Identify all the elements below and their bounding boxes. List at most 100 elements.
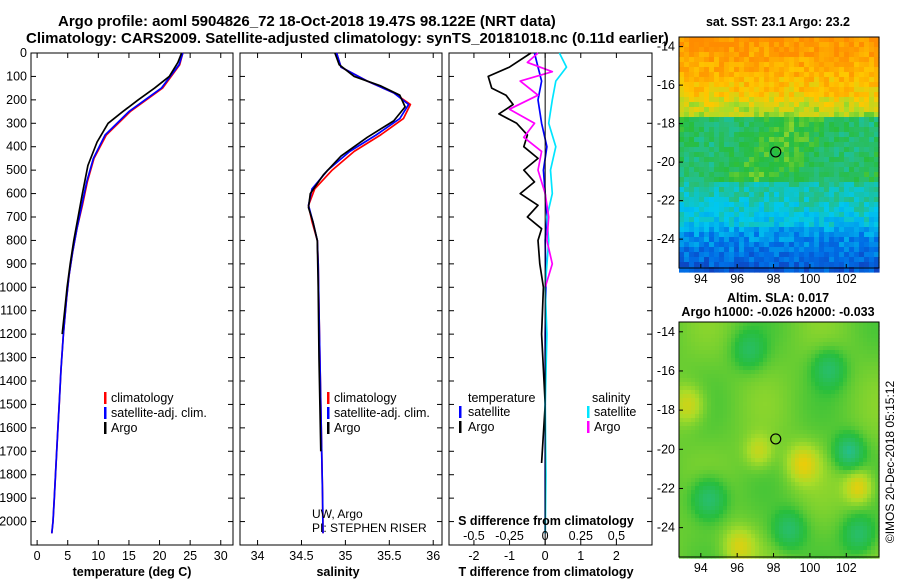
sla_map-cell (835, 498, 840, 503)
sst_map-cell (784, 87, 790, 93)
sla_map-cell (847, 414, 852, 419)
sla_map-cell (751, 522, 756, 527)
sla_map-cell (739, 366, 744, 371)
sla_map-cell (795, 430, 800, 435)
sst_map-cell (784, 152, 790, 158)
sla_map-cell (703, 334, 708, 339)
sla_map-cell (783, 546, 788, 551)
sst_map-cell (814, 242, 820, 248)
sla_map-cell (747, 486, 752, 491)
sla_map-cell (731, 534, 736, 539)
sla_map-cell (787, 410, 792, 415)
sla_map-cell (843, 546, 848, 551)
sst_map-cell (809, 162, 815, 168)
sla_map-cell (815, 510, 820, 515)
sst_map-cell (744, 182, 750, 188)
sst_map-cell (839, 37, 845, 43)
sla_map-cell (843, 354, 848, 359)
sst_map-cell (849, 202, 855, 208)
sst_map-cell (809, 152, 815, 158)
sst_map-cell (754, 237, 760, 243)
sla_map-cell (711, 366, 716, 371)
sla_map-cell (763, 478, 768, 483)
sla_map-cell (691, 470, 696, 475)
sla_map-cell (831, 406, 836, 411)
sst_map-cell (694, 202, 700, 208)
sla_map-cell (875, 534, 880, 539)
legend-label: Argo (111, 421, 137, 435)
sst_map-cell (819, 77, 825, 83)
sla_map-cell (831, 526, 836, 531)
sla_map-cell (695, 514, 700, 519)
sst_map-cell (794, 237, 800, 243)
sla_map-cell (747, 410, 752, 415)
sst_map-cell (724, 77, 730, 83)
sst_map-cell (814, 67, 820, 73)
sla_map-cell (707, 358, 712, 363)
sst_map-cell (864, 232, 870, 238)
sst_map-cell (749, 182, 755, 188)
sst_map-cell (819, 242, 825, 248)
legend-label: satellite-adj. clim. (334, 406, 430, 420)
title-line-2: Climatology: CARS2009. Satellite-adjuste… (26, 30, 669, 47)
sla_map-cell (803, 338, 808, 343)
sla_map-cell (751, 410, 756, 415)
sla_map-cell (803, 346, 808, 351)
legend-label: satellite (468, 405, 510, 419)
sla_map-cell (767, 398, 772, 403)
sst_map-cell (814, 47, 820, 53)
sla_map-cell (691, 386, 696, 391)
sst_map-cell (789, 167, 795, 173)
sla_map-cell (679, 346, 684, 351)
sla_map-cell (827, 374, 832, 379)
sla_map-cell (775, 502, 780, 507)
sla_map-cell (835, 470, 840, 475)
sla_map-cell (875, 442, 880, 447)
sla_map-cell (743, 454, 748, 459)
sst_map-cell (794, 47, 800, 53)
sst_map-cell (679, 157, 685, 163)
sst_map-cell (754, 112, 760, 118)
sla_map-cell (743, 526, 748, 531)
sla_map-cell (699, 366, 704, 371)
sla_map-cell (791, 458, 796, 463)
sla_map-cell (815, 478, 820, 483)
sst_map-cell (849, 37, 855, 43)
sst_map-cell (719, 42, 725, 48)
sst_map-cell (854, 77, 860, 83)
sla_map-cell (855, 498, 860, 503)
sla_map-cell (695, 522, 700, 527)
sla_map-cell (867, 434, 872, 439)
sst_map-cell (749, 132, 755, 138)
sla_map-cell (723, 402, 728, 407)
sst_map-cell (749, 262, 755, 268)
sla_map-cell (771, 406, 776, 411)
sst_map-cell (704, 112, 710, 118)
sla_map-cell (787, 414, 792, 419)
sst_map-cell (744, 77, 750, 83)
sla_map-cell (847, 390, 852, 395)
sla_map-cell (731, 510, 736, 515)
sla_map-cell (731, 438, 736, 443)
sst_map-cell (849, 237, 855, 243)
sla_map-cell (863, 466, 868, 471)
sla_map-cell (755, 426, 760, 431)
sst_map-cell (869, 107, 875, 113)
sst_map-cell (809, 42, 815, 48)
sla_map-cell (711, 354, 716, 359)
sla_map-cell (791, 414, 796, 419)
sst_map-cell (704, 257, 710, 263)
sst_map-cell (764, 232, 770, 238)
sst_map-cell (724, 182, 730, 188)
sla_map-cell (871, 354, 876, 359)
sla_map-cell (731, 454, 736, 459)
temperature-ytick-label: 0 (20, 46, 27, 60)
sst_map-cell (694, 37, 700, 43)
sst_map-cell (784, 52, 790, 58)
sla_map-cell (711, 518, 716, 523)
sst_map-cell (709, 122, 715, 128)
sst_map-cell (864, 127, 870, 133)
sla_map-cell (783, 442, 788, 447)
sst_map-cell (779, 92, 785, 98)
sla_map-cell (763, 518, 768, 523)
